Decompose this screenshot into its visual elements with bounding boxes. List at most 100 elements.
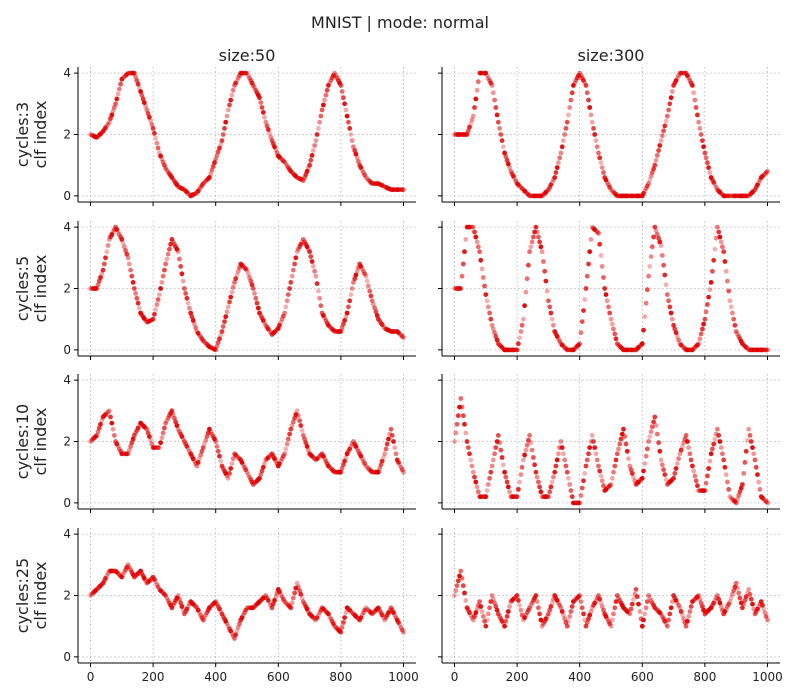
data-point <box>617 441 623 447</box>
data-point <box>358 165 364 171</box>
data-point <box>685 73 690 78</box>
data-point <box>690 83 695 88</box>
data-point <box>698 600 704 606</box>
data-point <box>318 113 324 119</box>
data-point <box>316 125 321 131</box>
data-point <box>516 182 521 188</box>
data-point <box>601 483 606 489</box>
data-point <box>114 96 120 102</box>
data-point <box>199 448 205 454</box>
data-point <box>371 302 376 307</box>
data-point <box>531 455 536 460</box>
data-point <box>244 267 250 273</box>
data-point <box>169 408 175 414</box>
data-point <box>260 595 266 601</box>
data-point <box>549 479 555 485</box>
data-point <box>459 273 465 279</box>
data-point <box>649 170 655 175</box>
data-point <box>505 609 511 614</box>
data-point <box>705 473 710 479</box>
data-point <box>488 316 494 322</box>
data-point <box>529 447 535 453</box>
data-point <box>523 447 529 453</box>
data-point <box>195 330 201 336</box>
data-point <box>210 164 216 169</box>
data-point <box>260 464 266 470</box>
data-point <box>326 83 331 88</box>
data-point <box>563 463 569 469</box>
data-point <box>697 336 703 342</box>
data-point <box>184 444 190 449</box>
data-point <box>347 607 353 613</box>
data-point <box>212 160 217 166</box>
data-point <box>168 241 174 247</box>
data-point <box>341 95 346 101</box>
data-point <box>755 472 760 477</box>
data-point <box>569 604 575 609</box>
data-point <box>489 322 495 328</box>
data-point <box>537 484 542 490</box>
data-point <box>177 596 182 602</box>
data-point <box>169 175 175 180</box>
data-point <box>399 187 405 193</box>
data-point <box>308 157 314 163</box>
data-point <box>483 292 489 297</box>
data-point <box>273 594 279 600</box>
data-point <box>534 599 540 604</box>
data-point <box>480 275 486 280</box>
data-point <box>227 471 232 476</box>
data-point <box>99 271 105 277</box>
data-point <box>695 483 700 489</box>
data-point <box>218 141 224 147</box>
data-point <box>756 479 762 485</box>
data-point <box>750 445 755 450</box>
data-point <box>203 437 209 443</box>
data-point <box>611 326 616 332</box>
data-point <box>104 573 110 579</box>
data-point <box>760 495 765 501</box>
data-point <box>532 229 537 235</box>
data-point <box>96 425 102 431</box>
data-point <box>464 132 470 137</box>
data-point <box>584 90 590 96</box>
data-point <box>667 101 673 107</box>
data-point <box>343 314 349 320</box>
data-point <box>733 329 739 334</box>
data-point <box>664 113 670 119</box>
data-point <box>711 441 717 447</box>
data-point <box>583 83 589 88</box>
data-point <box>601 170 606 175</box>
data-point <box>153 307 159 312</box>
data-point <box>277 322 282 328</box>
data-point <box>678 447 684 453</box>
data-point <box>654 153 660 158</box>
data-point <box>589 433 595 438</box>
data-point <box>524 276 530 282</box>
data-point <box>298 591 304 597</box>
data-point <box>712 598 718 603</box>
data-point <box>144 426 150 432</box>
data-point <box>178 600 184 606</box>
data-point <box>197 456 202 462</box>
data-point <box>702 150 708 156</box>
data-point <box>633 587 639 592</box>
data-point <box>316 288 321 294</box>
data-point <box>353 444 359 449</box>
data-point <box>685 439 690 444</box>
data-point <box>516 341 521 347</box>
data-point <box>234 78 240 83</box>
row-label-1: cycles:5 clf index <box>13 255 50 323</box>
data-point <box>505 484 511 490</box>
data-point <box>289 273 295 279</box>
data-point <box>223 314 229 320</box>
data-point <box>283 304 289 310</box>
data-point <box>177 256 182 262</box>
x-tick-label: 800 <box>329 670 352 684</box>
data-point <box>597 155 603 161</box>
data-point <box>120 240 126 246</box>
data-point <box>230 284 236 290</box>
data-point <box>254 300 260 306</box>
data-point <box>344 113 350 119</box>
data-point <box>715 224 720 230</box>
